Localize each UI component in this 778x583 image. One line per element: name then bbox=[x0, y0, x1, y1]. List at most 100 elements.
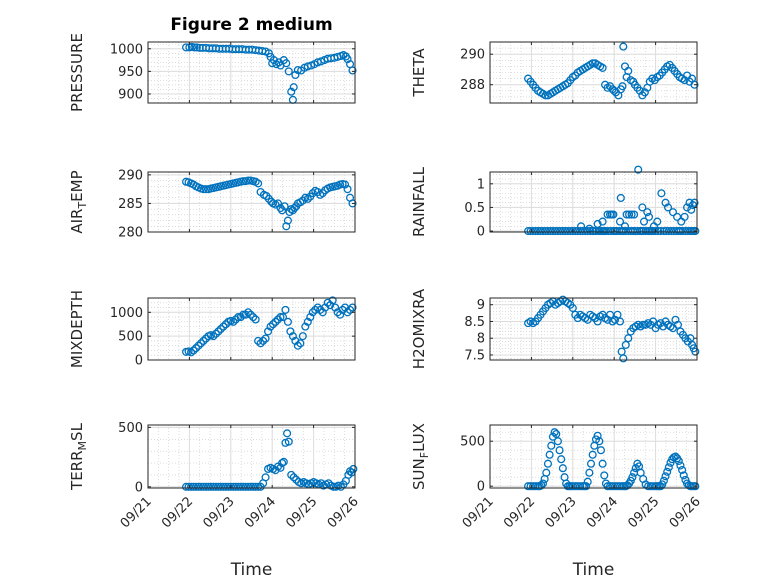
data-point bbox=[538, 479, 548, 488]
data-point bbox=[182, 43, 191, 52]
y-tick-label: 290 bbox=[118, 168, 143, 183]
data-point bbox=[348, 66, 357, 75]
subplot-airtemp: 280 285 290 AIRTEMP bbox=[68, 168, 357, 241]
data-point bbox=[190, 43, 199, 52]
y-tick-label: 280 bbox=[118, 226, 143, 241]
axes-box bbox=[147, 171, 356, 233]
data-point bbox=[690, 198, 699, 207]
y-tick-label: 500 bbox=[118, 330, 143, 345]
axes-box bbox=[147, 41, 356, 104]
data-point bbox=[316, 305, 325, 314]
y-tick-label: 1000 bbox=[110, 42, 143, 57]
axes-box bbox=[489, 171, 698, 233]
data-point bbox=[635, 86, 644, 95]
chart-title: Figure 2 medium bbox=[170, 15, 332, 35]
data-point bbox=[662, 227, 671, 236]
axes-box bbox=[147, 297, 356, 361]
data-point bbox=[622, 210, 631, 219]
data-point bbox=[219, 482, 228, 491]
data-point bbox=[641, 227, 650, 236]
axes-box bbox=[489, 41, 698, 104]
y-axis-label: RAINFALL bbox=[410, 166, 428, 237]
data-point bbox=[236, 482, 245, 491]
y-tick-label: 1000 bbox=[110, 306, 143, 321]
data-point bbox=[280, 202, 289, 211]
data-point bbox=[581, 482, 591, 491]
data-point bbox=[211, 329, 220, 338]
data-point bbox=[196, 482, 206, 491]
data-point bbox=[293, 341, 302, 350]
data-point bbox=[619, 354, 628, 363]
data-point bbox=[311, 305, 320, 314]
data-point bbox=[526, 482, 535, 491]
data-point bbox=[561, 227, 570, 236]
data-point bbox=[194, 482, 203, 491]
data-point bbox=[603, 482, 612, 491]
data-point bbox=[287, 470, 296, 479]
data-point bbox=[301, 322, 310, 331]
data-point bbox=[690, 80, 699, 89]
data-point bbox=[199, 482, 208, 491]
data-point bbox=[284, 437, 293, 446]
data-point bbox=[254, 179, 263, 188]
data-point bbox=[576, 227, 585, 236]
data-point bbox=[640, 88, 649, 97]
data-point bbox=[600, 471, 609, 480]
data-point bbox=[676, 227, 685, 236]
data-point bbox=[593, 219, 602, 229]
data-point bbox=[246, 482, 255, 491]
y-tick-label: 8.5 bbox=[464, 315, 485, 330]
data-point bbox=[313, 303, 322, 312]
y-tick-label: 500 bbox=[118, 421, 143, 436]
series-airtemp bbox=[182, 176, 357, 231]
data-point bbox=[558, 464, 567, 473]
data-point bbox=[254, 336, 263, 345]
data-point bbox=[231, 315, 240, 324]
y-tick-label: 288 bbox=[460, 78, 485, 93]
y-axis-label: TERRMSL bbox=[68, 422, 89, 491]
data-point bbox=[281, 305, 290, 314]
data-point bbox=[661, 472, 670, 481]
data-point bbox=[303, 317, 312, 326]
data-point bbox=[608, 482, 617, 491]
data-point bbox=[673, 320, 683, 329]
data-point bbox=[683, 227, 692, 236]
data-point bbox=[211, 482, 220, 491]
y-tick-label: 1 bbox=[477, 177, 485, 192]
data-point bbox=[674, 456, 683, 466]
data-point bbox=[619, 42, 628, 51]
data-point bbox=[538, 227, 548, 236]
data-point bbox=[214, 327, 223, 336]
data-point bbox=[664, 227, 673, 236]
series-sunflux bbox=[524, 428, 700, 491]
y-tick-label: 290 bbox=[460, 48, 485, 63]
data-point bbox=[241, 482, 250, 491]
x-axis-label: Time bbox=[230, 560, 273, 580]
data-point bbox=[234, 313, 243, 322]
data-point bbox=[283, 429, 292, 438]
data-point bbox=[278, 206, 287, 215]
data-point bbox=[615, 482, 625, 491]
data-point bbox=[286, 327, 295, 336]
data-point bbox=[615, 317, 625, 326]
data-point bbox=[199, 336, 208, 345]
data-point bbox=[553, 437, 562, 446]
data-point bbox=[680, 76, 689, 85]
data-point bbox=[303, 194, 312, 203]
data-point bbox=[336, 482, 345, 491]
data-point bbox=[196, 339, 206, 348]
data-point bbox=[279, 457, 288, 466]
data-point bbox=[557, 455, 566, 464]
data-point bbox=[276, 203, 285, 213]
data-point bbox=[333, 308, 342, 317]
data-point bbox=[543, 227, 553, 236]
data-point bbox=[663, 467, 672, 476]
data-point bbox=[628, 473, 637, 482]
series-mixdepth bbox=[182, 296, 357, 357]
data-point bbox=[638, 203, 647, 212]
data-point bbox=[326, 301, 335, 310]
data-point bbox=[343, 308, 352, 317]
subplot-pressure: 900 950 1000 PRESSURE Figure 2 medium bbox=[68, 15, 357, 112]
data-point bbox=[271, 317, 280, 326]
data-point bbox=[606, 310, 615, 319]
